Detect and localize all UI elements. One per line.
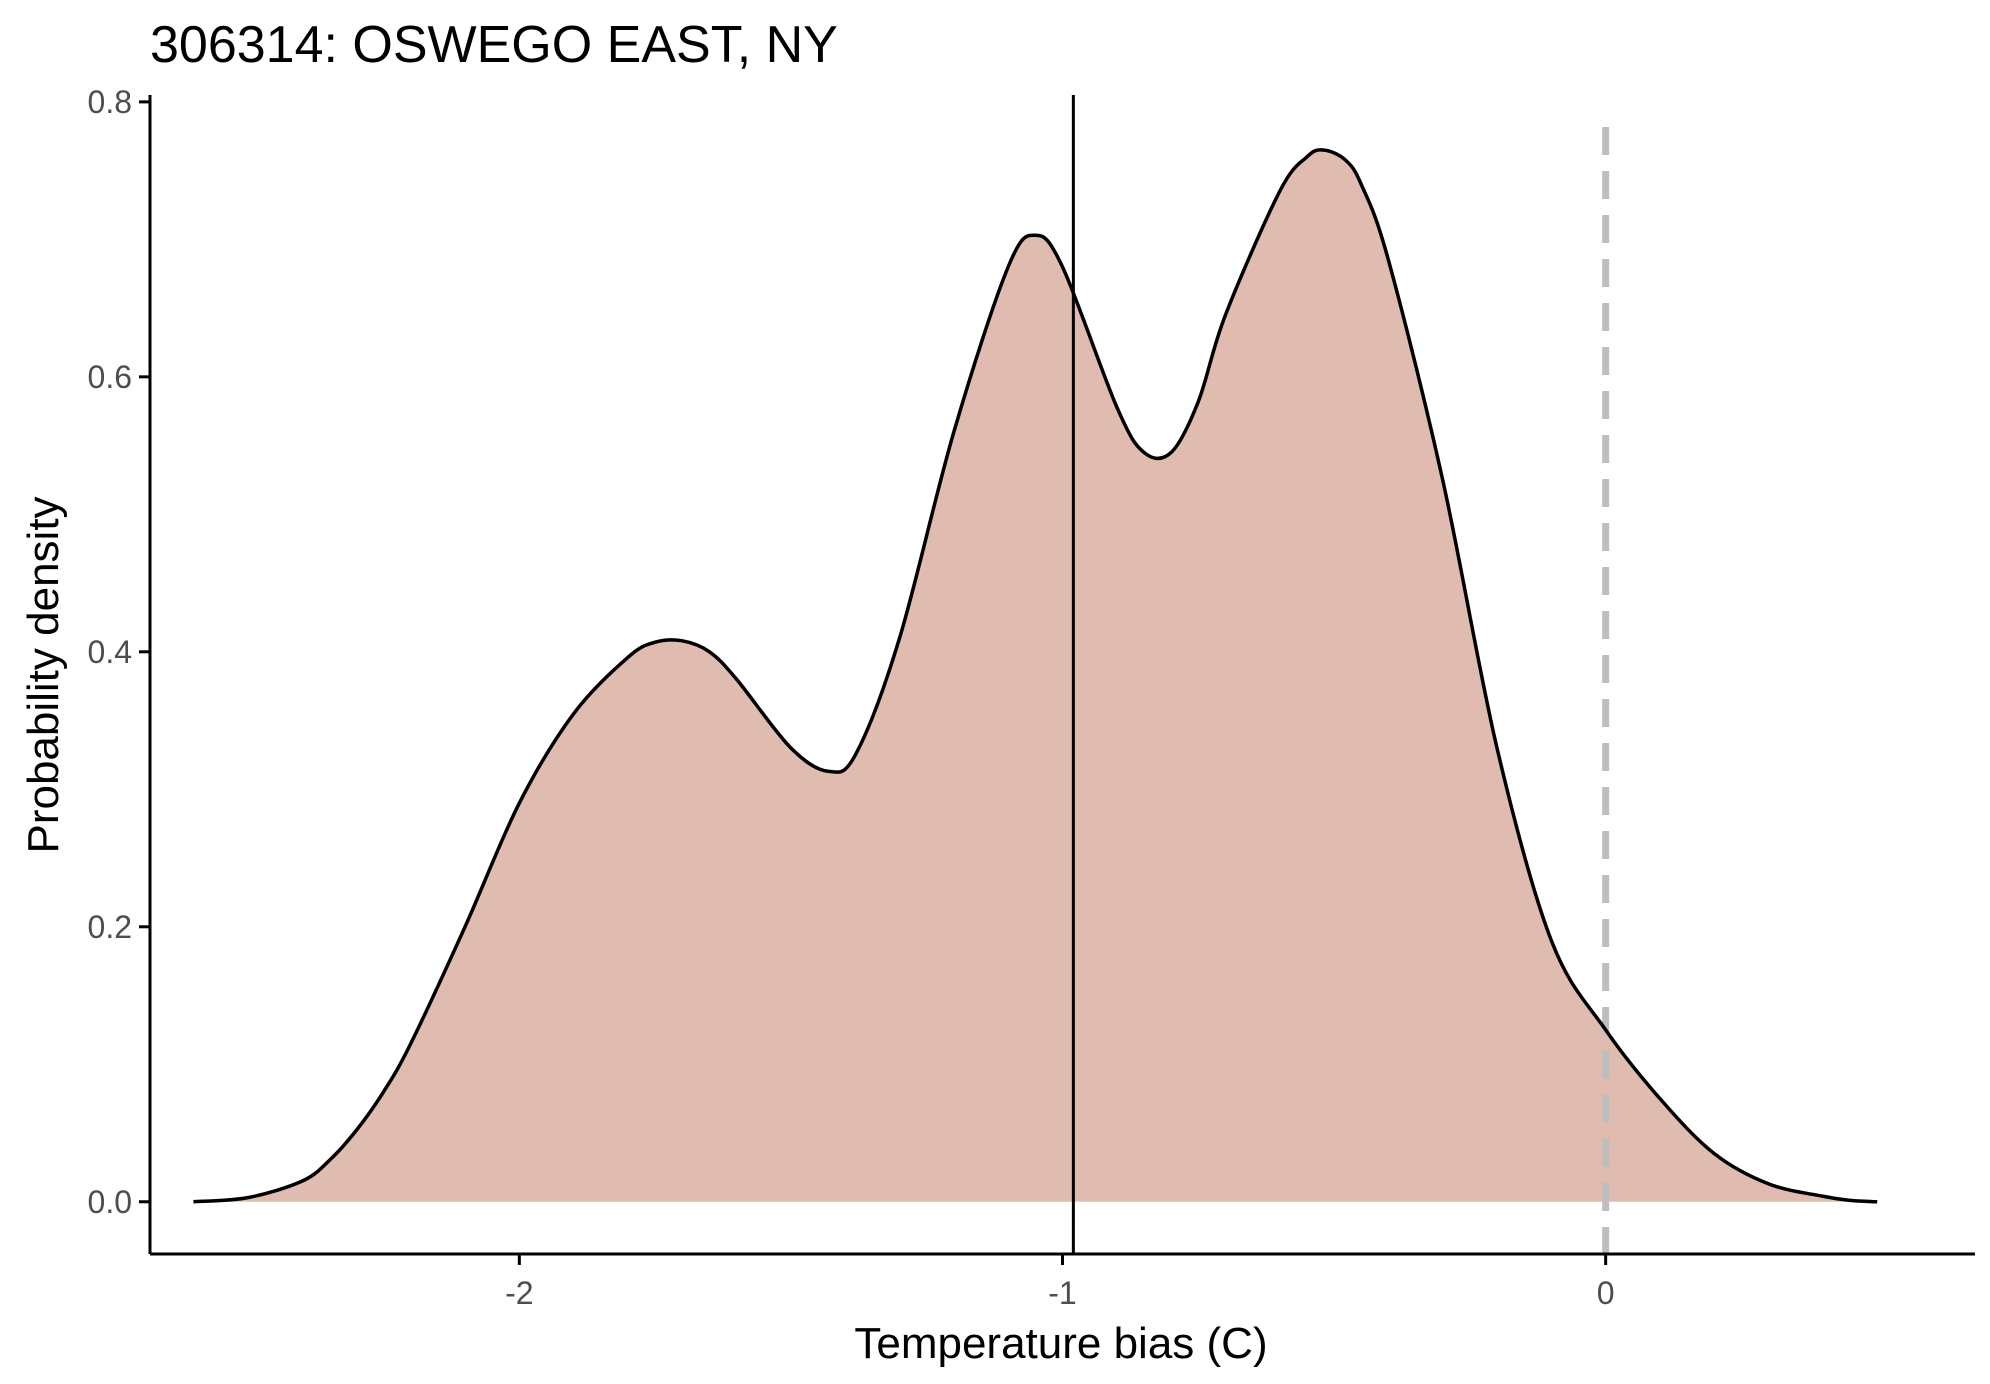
y-tick-label: 0.6: [88, 359, 132, 395]
density-area: [193, 149, 1878, 1202]
x-tick-label: 0: [1597, 1275, 1615, 1311]
chart-title: 306314: OSWEGO EAST, NY: [150, 16, 838, 74]
y-tick-label: 0.2: [88, 909, 132, 945]
x-tick-label: -2: [505, 1275, 533, 1311]
density-curve: [193, 148, 1878, 1204]
y-axis-ticks: 0.0 0.2 0.4 0.6 0.8: [88, 84, 150, 1220]
x-axis-label: Temperature bias (C): [854, 1319, 1267, 1368]
x-tick-label: -1: [1048, 1275, 1076, 1311]
y-tick-label: 0.0: [88, 1184, 132, 1220]
y-tick-label: 0.4: [88, 634, 132, 670]
x-axis-ticks: -2 -1 0: [505, 1254, 1615, 1311]
y-axis-label: Probability density: [19, 496, 68, 853]
y-tick-label: 0.8: [88, 84, 132, 120]
